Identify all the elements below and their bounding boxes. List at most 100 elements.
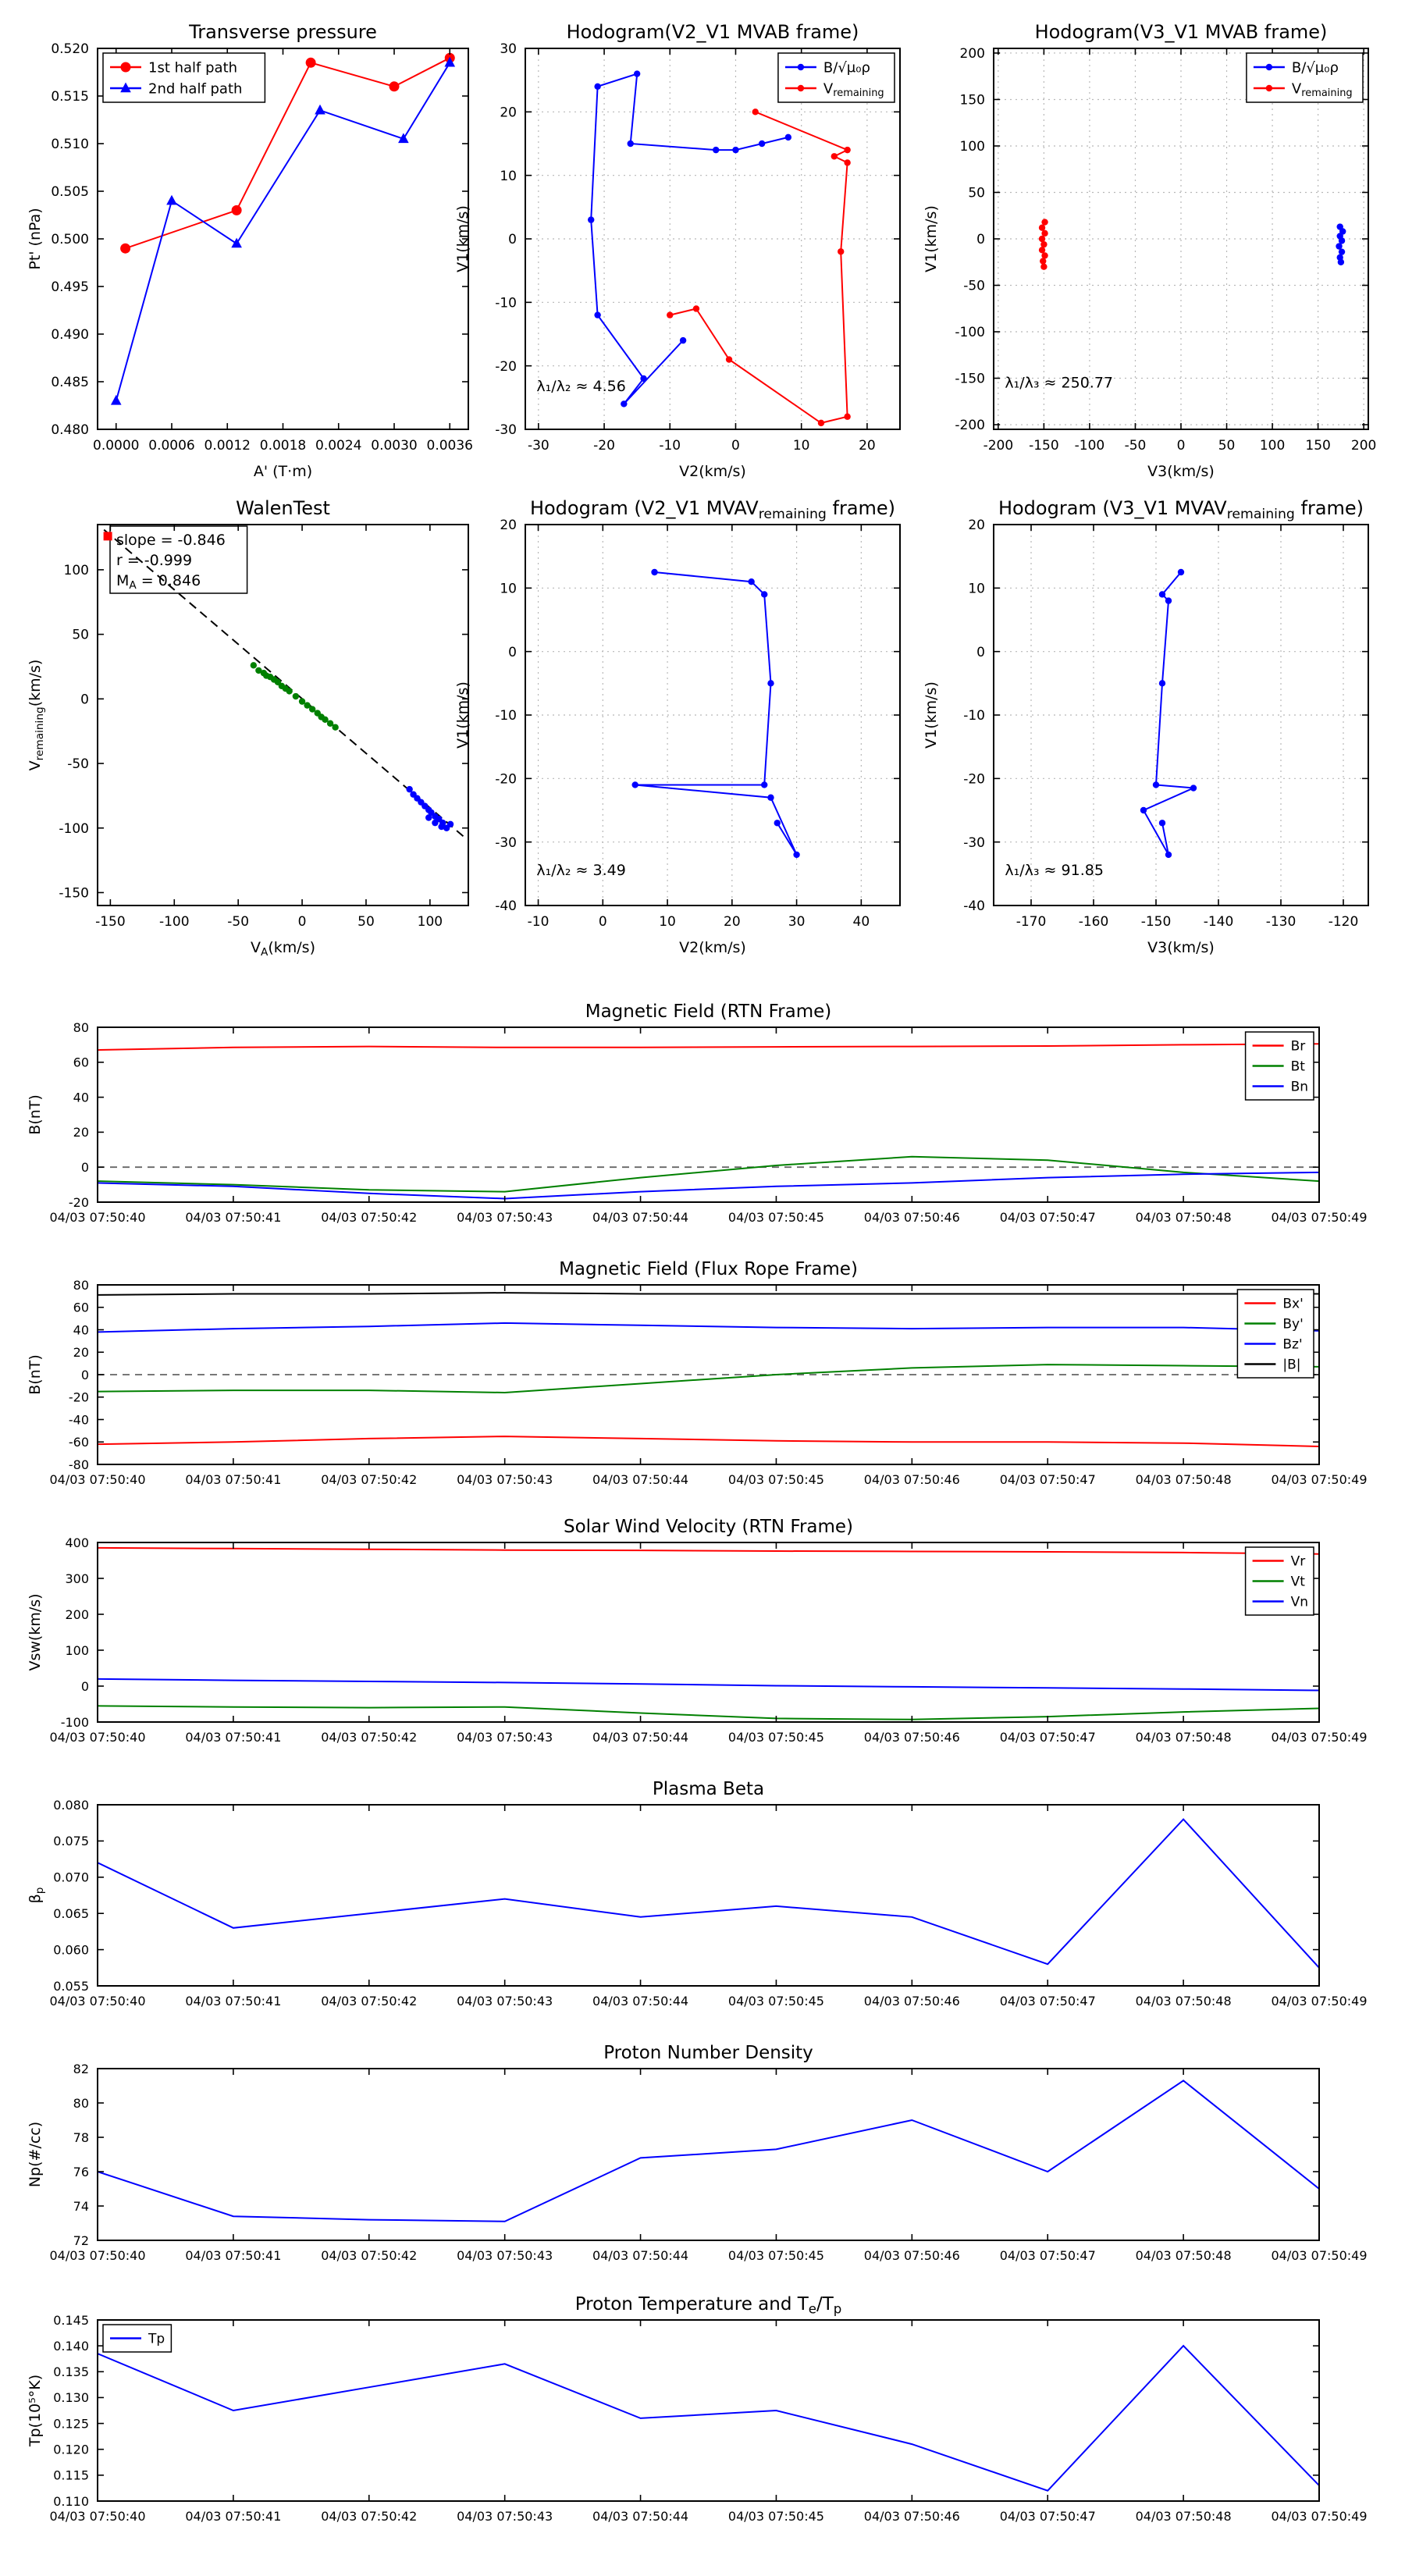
svg-text:04/03 07:50:46: 04/03 07:50:46 (864, 2248, 960, 2263)
svg-text:λ₁/λ₃ ≈ 250.77: λ₁/λ₃ ≈ 250.77 (1005, 374, 1113, 391)
svg-text:04/03 07:50:48: 04/03 07:50:48 (1136, 2509, 1232, 2524)
svg-text:100: 100 (1260, 438, 1285, 454)
svg-text:-10: -10 (528, 914, 550, 930)
svg-text:04/03 07:50:47: 04/03 07:50:47 (1000, 2248, 1096, 2263)
svg-text:1st half path: 1st half path (148, 59, 237, 76)
chart-plasma-beta: 04/03 07:50:40 04/03 07:50:41 04/03 07:50:… (27, 1779, 1368, 2008)
svg-text:04/03 07:50:44: 04/03 07:50:44 (592, 1210, 688, 1225)
svg-text:04/03 07:50:48: 04/03 07:50:48 (1136, 1472, 1232, 1487)
svg-text:Tp: Tp (148, 2331, 165, 2347)
svg-text:04/03 07:50:45: 04/03 07:50:45 (728, 1472, 824, 1487)
svg-text:04/03 07:50:42: 04/03 07:50:42 (321, 1472, 417, 1487)
svg-text:B/√μ₀ρ: B/√μ₀ρ (823, 59, 870, 76)
chart-hodogram-v3v1-mvav: -170 -160 -150 -140 -130 -120 -40 -30 -20 -10 0 10 2… (923, 497, 1369, 956)
svg-text:04/03 07:50:49: 04/03 07:50:49 (1271, 1210, 1367, 1225)
svg-text:Bt: Bt (1291, 1059, 1306, 1074)
svg-text:82: 82 (73, 2062, 89, 2076)
svg-text:10: 10 (793, 438, 810, 454)
svg-text:0.495: 0.495 (51, 279, 89, 295)
svg-text:04/03 07:50:40: 04/03 07:50:40 (49, 1472, 145, 1487)
svg-text:By': By' (1282, 1316, 1303, 1332)
svg-text:-50: -50 (67, 756, 89, 772)
svg-text:0.0012: 0.0012 (205, 438, 251, 454)
svg-text:0.505: 0.505 (51, 184, 89, 200)
svg-text:Transverse pressure: Transverse pressure (188, 21, 377, 43)
svg-text:B/√μ₀ρ: B/√μ₀ρ (1292, 59, 1339, 76)
svg-text:-20: -20 (495, 771, 517, 787)
svg-text:Hodogram(V2_V1 MVAB frame): Hodogram(V2_V1 MVAB frame) (567, 21, 859, 43)
svg-text:80: 80 (73, 2096, 89, 2111)
svg-text:04/03 07:50:44: 04/03 07:50:44 (592, 1472, 688, 1487)
svg-text:-40: -40 (963, 898, 985, 914)
svg-text:λ₁/λ₂ ≈ 4.56: λ₁/λ₂ ≈ 4.56 (536, 378, 625, 395)
svg-text:-150: -150 (1141, 914, 1172, 930)
svg-text:04/03 07:50:48: 04/03 07:50:48 (1136, 1730, 1232, 1745)
svg-text:-10: -10 (659, 438, 681, 454)
chart-solar-wind-velocity: 04/03 07:50:40 04/03 07:50:41 04/03 07:50:… (27, 1517, 1368, 1745)
svg-text:Bz': Bz' (1282, 1336, 1302, 1352)
svg-text:-50: -50 (1125, 438, 1147, 454)
svg-text:|B|: |B| (1282, 1357, 1300, 1372)
svg-text:-100: -100 (59, 821, 89, 837)
svg-text:0: 0 (508, 232, 517, 247)
svg-text:V2(km/s): V2(km/s) (679, 463, 746, 480)
svg-text:-150: -150 (95, 914, 126, 930)
svg-text:200: 200 (960, 46, 985, 62)
svg-text:0.055: 0.055 (53, 1979, 89, 1994)
svg-text:50: 50 (968, 186, 985, 201)
svg-text:-130: -130 (1266, 914, 1297, 930)
svg-text:150: 150 (960, 93, 985, 109)
svg-text:Vremaining: Vremaining (1292, 80, 1353, 99)
svg-text:100: 100 (418, 914, 443, 930)
svg-text:0.0000: 0.0000 (93, 438, 139, 454)
svg-text:Vsw(km/s): Vsw(km/s) (27, 1593, 44, 1670)
chart-proton-number-density: 04/03 07:50:40 04/03 07:50:41 04/03 07:50:… (27, 2043, 1368, 2263)
svg-text:40: 40 (73, 1090, 89, 1105)
svg-text:-20: -20 (69, 1390, 89, 1405)
svg-text:0.080: 0.080 (53, 1798, 89, 1813)
svg-text:20: 20 (724, 914, 741, 930)
svg-text:0: 0 (81, 1160, 89, 1175)
svg-text:30: 30 (500, 41, 517, 57)
svg-text:Pt' (nPa): Pt' (nPa) (27, 208, 44, 269)
svg-text:Vn: Vn (1291, 1594, 1308, 1610)
svg-text:V1(km/s): V1(km/s) (923, 205, 940, 272)
svg-text:0.0018: 0.0018 (260, 438, 306, 454)
svg-text:04/03 07:50:46: 04/03 07:50:46 (864, 1730, 960, 1745)
svg-text:B(nT): B(nT) (27, 1354, 44, 1395)
svg-text:04/03 07:50:42: 04/03 07:50:42 (321, 1730, 417, 1745)
svg-text:04/03 07:50:48: 04/03 07:50:48 (1136, 1994, 1232, 2008)
svg-text:30: 30 (788, 914, 806, 930)
svg-text:Magnetic Field (Flux Rope Fram: Magnetic Field (Flux Rope Frame) (559, 1259, 858, 1279)
svg-text:Tp(10⁵°K): Tp(10⁵°K) (27, 2375, 44, 2447)
svg-text:Solar Wind Velocity (RTN Frame: Solar Wind Velocity (RTN Frame) (564, 1517, 853, 1537)
svg-text:0.060: 0.060 (53, 1942, 89, 1957)
svg-text:0.510: 0.510 (51, 137, 89, 152)
svg-text:-40: -40 (495, 898, 517, 914)
svg-text:0.140: 0.140 (53, 2339, 89, 2354)
chart-hodogram-v2v1-mvab: -30 -20 -10 0 10 20 -30 -20 -10 0 10 20 30 Hodogram(V… (454, 21, 901, 480)
svg-text:-100: -100 (955, 325, 985, 340)
svg-text:04/03 07:50:48: 04/03 07:50:48 (1136, 2248, 1232, 2263)
svg-text:V3(km/s): V3(km/s) (1147, 939, 1215, 956)
svg-text:-20: -20 (963, 771, 985, 787)
svg-text:50: 50 (72, 628, 89, 643)
svg-text:Hodogram (V2_V1 MVAVremaining: Hodogram (V2_V1 MVAVremaining frame) (530, 497, 895, 522)
svg-text:-80: -80 (69, 1457, 89, 1472)
svg-text:04/03 07:50:41: 04/03 07:50:41 (185, 2509, 281, 2524)
svg-text:0: 0 (1177, 438, 1186, 454)
svg-text:78: 78 (73, 2130, 89, 2145)
svg-text:-120: -120 (1329, 914, 1359, 930)
svg-text:0.0030: 0.0030 (371, 438, 417, 454)
chart-magnetic-field-rtn: 04/03 07:50:40 04/03 07:50:41 04/03 07:50:… (27, 1002, 1368, 1225)
svg-text:04/03 07:50:45: 04/03 07:50:45 (728, 1730, 824, 1745)
svg-text:0.145: 0.145 (53, 2313, 89, 2328)
svg-text:20: 20 (500, 518, 517, 533)
svg-text:0.485: 0.485 (51, 375, 89, 390)
svg-text:04/03 07:50:41: 04/03 07:50:41 (185, 1472, 281, 1487)
svg-text:04/03 07:50:45: 04/03 07:50:45 (728, 1994, 824, 2008)
svg-text:0: 0 (298, 914, 307, 930)
svg-text:04/03 07:50:44: 04/03 07:50:44 (592, 2509, 688, 2524)
svg-text:-150: -150 (955, 372, 985, 387)
svg-text:Vt: Vt (1291, 1574, 1306, 1589)
